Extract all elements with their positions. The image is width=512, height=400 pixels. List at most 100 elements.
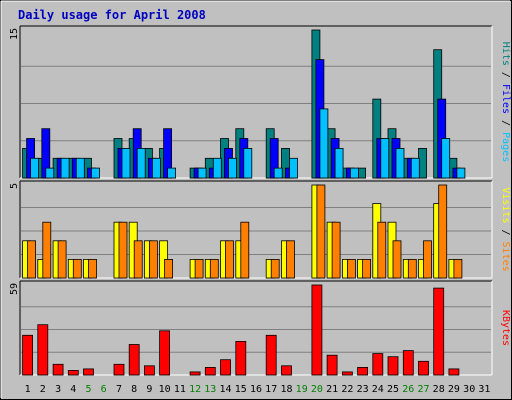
bar-kbytes-28	[433, 287, 445, 376]
bar-sites-4	[72, 258, 82, 279]
day-label-8: 8	[131, 384, 137, 395]
day-labels: 1 2 3 4 5 6 7 8 9 10 11 12 13 14 15 16 17 18 19 20 21 22 23 24 2…	[25, 384, 491, 395]
bar-sites-5	[88, 258, 97, 279]
bar-kbytes-4	[67, 369, 79, 376]
day-label-17: 17	[265, 384, 277, 395]
day-label-28: 28	[433, 384, 445, 395]
side-label-part: Hits	[500, 42, 511, 66]
bar-sites-28	[438, 184, 448, 279]
side-label-part: Visits	[500, 187, 511, 223]
side-label-part: /	[500, 114, 511, 132]
bar-pages-29	[456, 167, 466, 179]
series-pages	[30, 108, 466, 179]
day-label-9: 9	[146, 384, 152, 395]
bar-pages-21	[334, 147, 344, 179]
bar-kbytes-17	[265, 334, 277, 376]
bar-pages-4	[75, 157, 85, 179]
bar-kbytes-23	[357, 366, 369, 376]
bar-pages-17	[273, 167, 283, 179]
day-label-5: 5	[85, 384, 91, 395]
bar-pages-25	[395, 147, 405, 179]
bar-hits-27	[418, 147, 427, 179]
panel-1: 15 Hits / Files / Pages	[9, 25, 511, 179]
bar-kbytes-1	[22, 334, 34, 376]
day-label-14: 14	[219, 384, 231, 395]
bar-kbytes-15	[235, 340, 247, 376]
bar-kbytes-26	[402, 350, 414, 376]
bar-pages-28	[441, 138, 451, 179]
day-label-19: 19	[296, 384, 308, 395]
bar-sites-8	[133, 240, 143, 279]
bar-sites-9	[148, 240, 158, 279]
side-label-panel-3: KBytes	[500, 310, 511, 346]
bar-sites-17	[270, 258, 280, 279]
side-label-panel-1: Hits / Files / Pages	[500, 42, 511, 162]
bar-sites-2	[42, 221, 52, 279]
bar-kbytes-13	[204, 366, 216, 376]
bar-pages-14	[228, 157, 237, 179]
day-label-20: 20	[311, 384, 323, 395]
y-max-label: 59	[9, 283, 20, 295]
bar-pages-1	[30, 157, 40, 179]
day-label-10: 10	[159, 384, 171, 395]
bar-kbytes-5	[83, 368, 94, 376]
bar-sites-7	[118, 221, 128, 279]
bar-pages-15	[243, 147, 253, 179]
bar-kbytes-21	[326, 354, 338, 376]
day-label-3: 3	[55, 384, 61, 395]
day-label-26: 26	[402, 384, 414, 395]
day-label-11: 11	[174, 384, 186, 395]
bar-sites-10	[164, 258, 174, 279]
bar-sites-27	[423, 240, 432, 279]
day-label-30: 30	[463, 384, 475, 395]
bar-sites-15	[240, 221, 250, 279]
bar-pages-9	[151, 157, 161, 179]
bar-pages-26	[410, 157, 420, 179]
day-label-2: 2	[40, 384, 46, 395]
day-label-16: 16	[250, 384, 262, 395]
bar-kbytes-2	[37, 324, 49, 376]
bar-kbytes-22	[341, 371, 353, 376]
bar-kbytes-18	[281, 365, 292, 376]
bar-kbytes-3	[52, 363, 64, 376]
bar-kbytes-12	[189, 371, 201, 376]
panel-3: 59 KBytes	[9, 280, 511, 376]
bar-kbytes-10	[159, 330, 171, 376]
bar-pages-24	[380, 138, 390, 179]
series-visits	[22, 184, 458, 279]
side-label-part: /	[500, 223, 511, 241]
bar-kbytes-14	[220, 359, 231, 376]
day-label-6: 6	[101, 384, 107, 395]
day-label-31: 31	[478, 384, 490, 395]
day-label-29: 29	[448, 384, 460, 395]
day-label-12: 12	[189, 384, 201, 395]
bar-hits-23	[357, 167, 367, 179]
y-max-label: 15	[9, 28, 20, 40]
bar-pages-5	[91, 167, 100, 179]
panel-2: 5 Visits / Sites	[9, 180, 511, 279]
bar-kbytes-8	[128, 344, 140, 376]
bar-sites-18	[286, 240, 295, 279]
bar-pages-2	[45, 167, 55, 179]
side-label-part: Files	[500, 84, 511, 114]
bar-sites-25	[392, 240, 402, 279]
day-label-13: 13	[204, 384, 216, 395]
bar-pages-3	[60, 157, 70, 179]
bar-kbytes-27	[418, 360, 429, 376]
y-max-label: 5	[9, 183, 20, 189]
bar-pages-10	[167, 167, 177, 179]
bar-kbytes-20	[311, 284, 323, 376]
series-sites	[27, 184, 463, 279]
bar-kbytes-9	[143, 365, 155, 376]
side-label-part: Pages	[500, 132, 511, 162]
day-label-22: 22	[341, 384, 353, 395]
day-label-7: 7	[116, 384, 122, 395]
bar-sites-21	[331, 221, 341, 279]
panel-background	[20, 26, 492, 178]
series-kbytes	[22, 284, 460, 376]
day-label-27: 27	[417, 384, 429, 395]
side-label-panel-2: Visits / Sites	[500, 187, 511, 271]
bar-sites-24	[377, 221, 387, 279]
bar-sites-22	[346, 258, 356, 279]
